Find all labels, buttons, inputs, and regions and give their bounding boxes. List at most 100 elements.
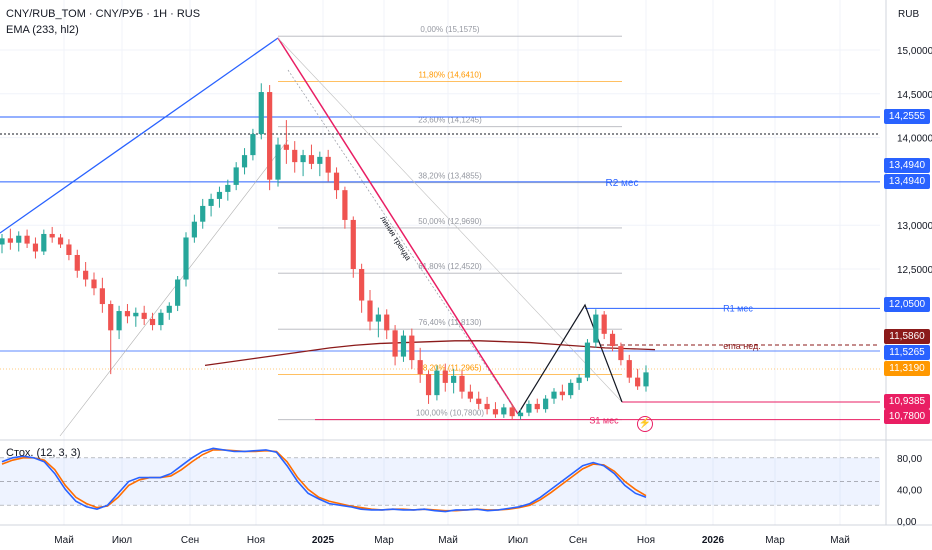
- price-tag-1[interactable]: 13,4940: [884, 158, 930, 173]
- fib-label-0: 0,00% (15,1575): [420, 25, 479, 34]
- candle-body-71: [593, 314, 599, 343]
- candle-body-9: [74, 254, 80, 271]
- candle-body-42: [350, 219, 356, 269]
- currency-label[interactable]: RUB: [898, 9, 920, 20]
- candle-body-23: [191, 221, 197, 238]
- price-tag-6[interactable]: 11,3190: [884, 361, 930, 376]
- candle-body-68: [568, 382, 574, 396]
- y-tick-label: 15,0000: [897, 46, 932, 57]
- candle-body-22: [183, 237, 189, 280]
- candle-body-72: [601, 314, 607, 334]
- stoch-legend[interactable]: Стох. (12, 3, 3): [6, 447, 81, 459]
- zigzag-pattern: [517, 303, 623, 415]
- candle-body-29: [241, 155, 248, 168]
- candle-body-27: [225, 184, 231, 192]
- x-tick-label: Мар: [765, 535, 785, 546]
- candle-body-52: [434, 370, 440, 396]
- candle-body-66: [551, 391, 557, 399]
- flash-icon[interactable]: ⚡: [637, 416, 653, 432]
- y-tick-label: 14,5000: [897, 90, 932, 101]
- candle-body-70: [584, 342, 591, 378]
- s1-label: S1 мес: [589, 416, 619, 426]
- candle-body-76: [635, 377, 641, 387]
- price-tag-5[interactable]: 11,5265: [884, 345, 930, 360]
- y-tick-label: 13,0000: [897, 221, 932, 232]
- candle-body-7: [57, 237, 64, 245]
- candle-body-24: [200, 205, 206, 222]
- price-tag-8[interactable]: 10,7800: [884, 409, 930, 424]
- candle-body-3: [24, 235, 30, 244]
- fib-diagonal: [277, 37, 623, 403]
- price-tag-7[interactable]: 10,9385: [884, 394, 930, 409]
- candle-body-53: [442, 370, 448, 383]
- chart-title[interactable]: CNY/RUB_TOM · CNY/РУБ · 1H · RUS: [6, 8, 201, 20]
- candle-body-56: [467, 391, 473, 399]
- fib-label-7: 88,20% (11,2965): [418, 363, 481, 372]
- price-tag-2[interactable]: 13,4940: [884, 174, 930, 189]
- stochastic-panel: [0, 447, 880, 513]
- candle-body-57: [476, 398, 482, 404]
- candle-body-64: [534, 403, 540, 410]
- indicator-legend-ema[interactable]: EMA (233, hl2): [6, 24, 79, 36]
- candle-body-48: [400, 335, 407, 357]
- candles: [0, 83, 649, 420]
- candle-body-36: [300, 155, 306, 163]
- candle-body-25: [208, 198, 214, 206]
- price-tag-3[interactable]: 12,0500: [884, 297, 930, 312]
- x-tick-label: Май: [438, 535, 458, 546]
- x-tick-label: Май: [54, 535, 74, 546]
- y-tick-label: 14,0000: [897, 134, 932, 145]
- candle-body-19: [158, 312, 164, 326]
- candle-body-67: [559, 391, 565, 396]
- stoch-k-line: [1, 447, 647, 513]
- stoch-y-tick: 40,00: [897, 485, 922, 496]
- parallel-trendline: [287, 69, 519, 415]
- candle-body-30: [250, 134, 256, 156]
- x-tick-label: 2026: [702, 535, 725, 546]
- candle-body-0: [0, 238, 5, 245]
- candle-body-8: [66, 244, 72, 255]
- candle-body-10: [83, 270, 89, 280]
- price-tag-0[interactable]: 14,2555: [884, 109, 930, 124]
- x-tick-label: Май: [830, 535, 850, 546]
- candle-body-44: [367, 300, 373, 322]
- fib-label-8: 100,00% (10,7800): [416, 409, 484, 418]
- x-tick-label: Сен: [569, 535, 587, 546]
- candle-body-38: [317, 156, 323, 164]
- candle-body-5: [41, 233, 47, 252]
- candle-body-14: [116, 311, 122, 331]
- stoch-y-tick: 0,00: [897, 517, 917, 528]
- ema-weekly-label: ema нед.: [723, 341, 761, 351]
- fib-label-2: 23,60% (14,1245): [418, 116, 482, 125]
- red-trendline: [277, 37, 519, 415]
- candle-body-1: [7, 238, 13, 243]
- x-tick-label: 2025: [312, 535, 335, 546]
- candle-body-43: [359, 269, 365, 301]
- candle-body-33: [275, 144, 281, 180]
- r2-label: R2 мес: [606, 178, 639, 189]
- grid: [0, 0, 880, 525]
- candle-body-28: [233, 167, 239, 185]
- candle-body-54: [451, 375, 457, 383]
- candle-body-37: [308, 155, 315, 164]
- candle-body-31: [258, 92, 264, 135]
- x-tick-label: Ноя: [637, 535, 655, 546]
- x-tick-label: Мар: [374, 535, 394, 546]
- candle-body-74: [618, 346, 624, 361]
- x-tick-label: Сен: [181, 535, 199, 546]
- candle-body-13: [108, 304, 114, 331]
- candle-body-6: [49, 233, 55, 238]
- x-tick-label: Июл: [112, 535, 132, 546]
- price-tag-4[interactable]: 11,5860: [884, 329, 930, 344]
- candle-body-73: [609, 333, 616, 347]
- candle-body-34: [283, 144, 289, 150]
- candle-body-18: [149, 318, 156, 326]
- candle-body-60: [501, 407, 507, 415]
- candle-body-50: [417, 360, 423, 375]
- fib-label-3: 38,20% (13,4855): [418, 172, 482, 181]
- candle-body-58: [484, 403, 490, 410]
- candle-body-59: [492, 409, 499, 415]
- candle-body-12: [99, 288, 105, 305]
- candle-body-41: [342, 190, 348, 220]
- ema-233-line: [204, 340, 656, 367]
